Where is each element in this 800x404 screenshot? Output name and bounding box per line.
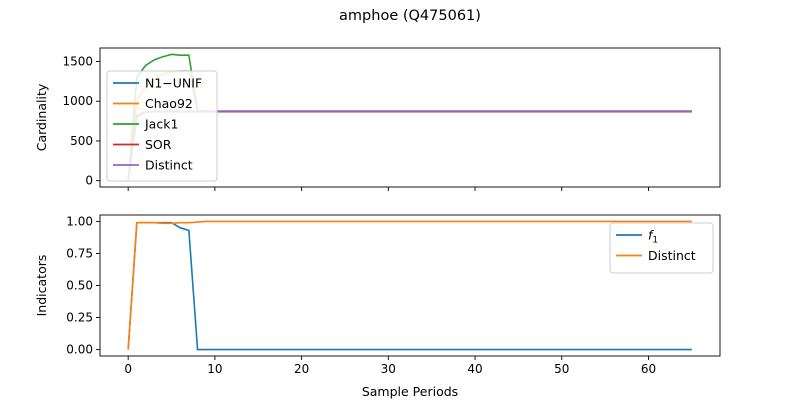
x-tick-label: 40	[467, 362, 482, 376]
x-tick-label: 20	[294, 362, 309, 376]
y-tick-label: 0	[85, 174, 93, 188]
x-tick-label: 10	[207, 362, 222, 376]
legend-box	[106, 70, 218, 182]
x-axis-label: Sample Periods	[362, 384, 458, 399]
indicators-panel: 0 10 20 30 40 50 60 0.00 0.25 0.50 0.75 1.00 Indicat…	[34, 214, 721, 399]
x-ticks	[127, 187, 649, 191]
y-ticks: 0 500 1000 1500	[62, 55, 100, 188]
y-tick-label: 0.50	[66, 279, 93, 293]
y-tick-label: 0.75	[66, 246, 93, 260]
y-tick-label: 500	[70, 134, 93, 148]
y-tick-label: 1000	[62, 94, 93, 108]
x-tick-label: 30	[381, 362, 396, 376]
series-line-distinct	[127, 220, 692, 350]
y-axis-label: Cardinality	[34, 83, 49, 151]
y-ticks: 0.00 0.25 0.50 0.75 1.00	[66, 214, 100, 357]
y-tick-label: 0.00	[66, 343, 93, 357]
y-tick-label: 1500	[62, 55, 93, 69]
figure-title: amphoe (Q475061)	[339, 8, 481, 24]
cardinality-panel: 0 500 1000 1500 Cardinality N1−UNIF Chao92 Jack…	[34, 47, 721, 191]
axes-frame	[99, 47, 721, 188]
series-lines	[127, 220, 692, 351]
legend: f1 Distinct	[609, 222, 714, 274]
x-tick-label: 60	[641, 362, 656, 376]
legend-label-jack1: Jack1	[144, 117, 178, 132]
legend-label-sor: SOR	[145, 137, 172, 152]
y-tick-label: 0.25	[66, 311, 93, 325]
legend-label-n1-unif: N1−UNIF	[145, 76, 202, 91]
series-line-f1	[127, 221, 692, 351]
x-tick-label: 50	[554, 362, 569, 376]
legend-label-chao92: Chao92	[145, 96, 193, 111]
y-tick-label: 1.00	[66, 214, 93, 228]
legend-label-f1: f1	[648, 228, 658, 246]
legend: N1−UNIF Chao92 Jack1 SOR Distinct	[106, 70, 218, 182]
x-tick-label: 0	[124, 362, 132, 376]
y-axis-label: Indicators	[34, 255, 49, 317]
legend-label-distinct: Distinct	[145, 158, 193, 173]
x-ticks: 0 10 20 30 40 50 60	[124, 356, 656, 376]
legend-label-distinct: Distinct	[648, 248, 696, 263]
